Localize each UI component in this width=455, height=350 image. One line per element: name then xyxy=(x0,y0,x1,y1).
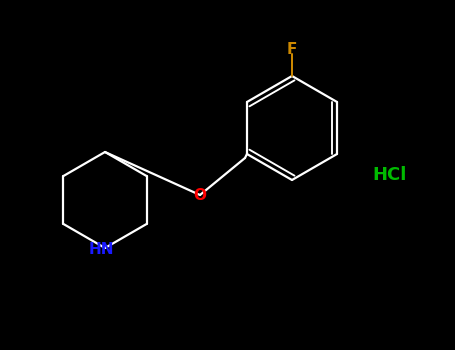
Text: HCl: HCl xyxy=(373,166,407,184)
Text: F: F xyxy=(287,42,297,57)
Text: O: O xyxy=(193,188,207,203)
Text: HN: HN xyxy=(88,241,114,257)
